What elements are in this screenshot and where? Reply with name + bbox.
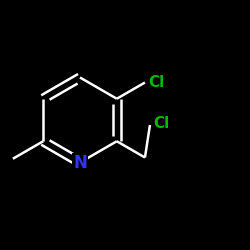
Text: N: N [73,154,87,172]
Text: Cl: Cl [148,75,164,90]
Text: Cl: Cl [153,116,169,131]
